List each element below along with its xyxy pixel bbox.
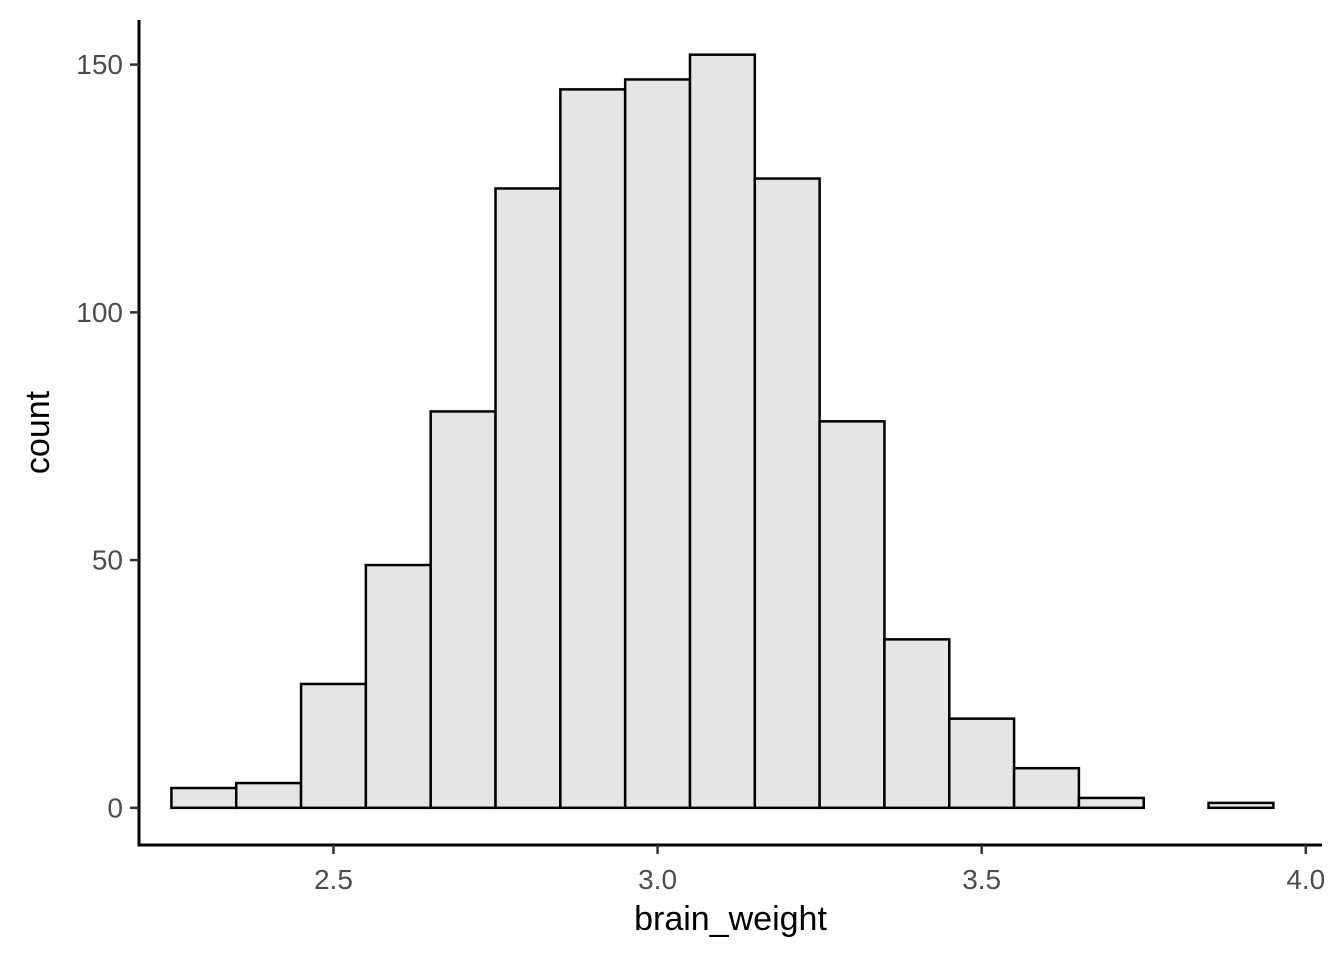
histogram-bar [494,187,562,810]
y-axis-title: count [19,390,57,474]
x-axis-title: brain_weight [634,900,827,938]
histogram-bar [299,682,368,810]
y-tick-label: 0 [107,792,123,823]
histogram-bar [818,420,886,810]
histogram-bar [753,177,821,810]
y-tick-label: 150 [76,49,123,80]
y-tick-label: 50 [92,545,123,576]
x-ticks: 2.5 3.0 3.5 4.0 [314,845,1325,895]
histogram-bar [170,786,238,810]
bars-layer [170,53,1275,810]
x-tick-label: 2.5 [314,864,353,895]
histogram-bar [559,88,627,810]
histogram-bar [688,53,757,810]
x-tick-label: 3.5 [962,864,1001,895]
y-tick-label: 100 [76,297,123,328]
x-tick-label: 4.0 [1286,864,1325,895]
histogram-bar [1207,801,1275,810]
histogram-bar [883,638,951,810]
histogram-bar [1012,766,1081,810]
histogram-bar [623,78,692,810]
axes-layer [137,20,1322,847]
histogram-bar [429,410,497,810]
histogram-bar [948,717,1016,810]
histogram-bar [364,563,432,810]
y-ticks: 0 50 100 150 [76,49,139,823]
histogram-bar [234,781,303,810]
histogram-bar [1077,796,1145,810]
x-tick-label: 3.0 [638,864,677,895]
